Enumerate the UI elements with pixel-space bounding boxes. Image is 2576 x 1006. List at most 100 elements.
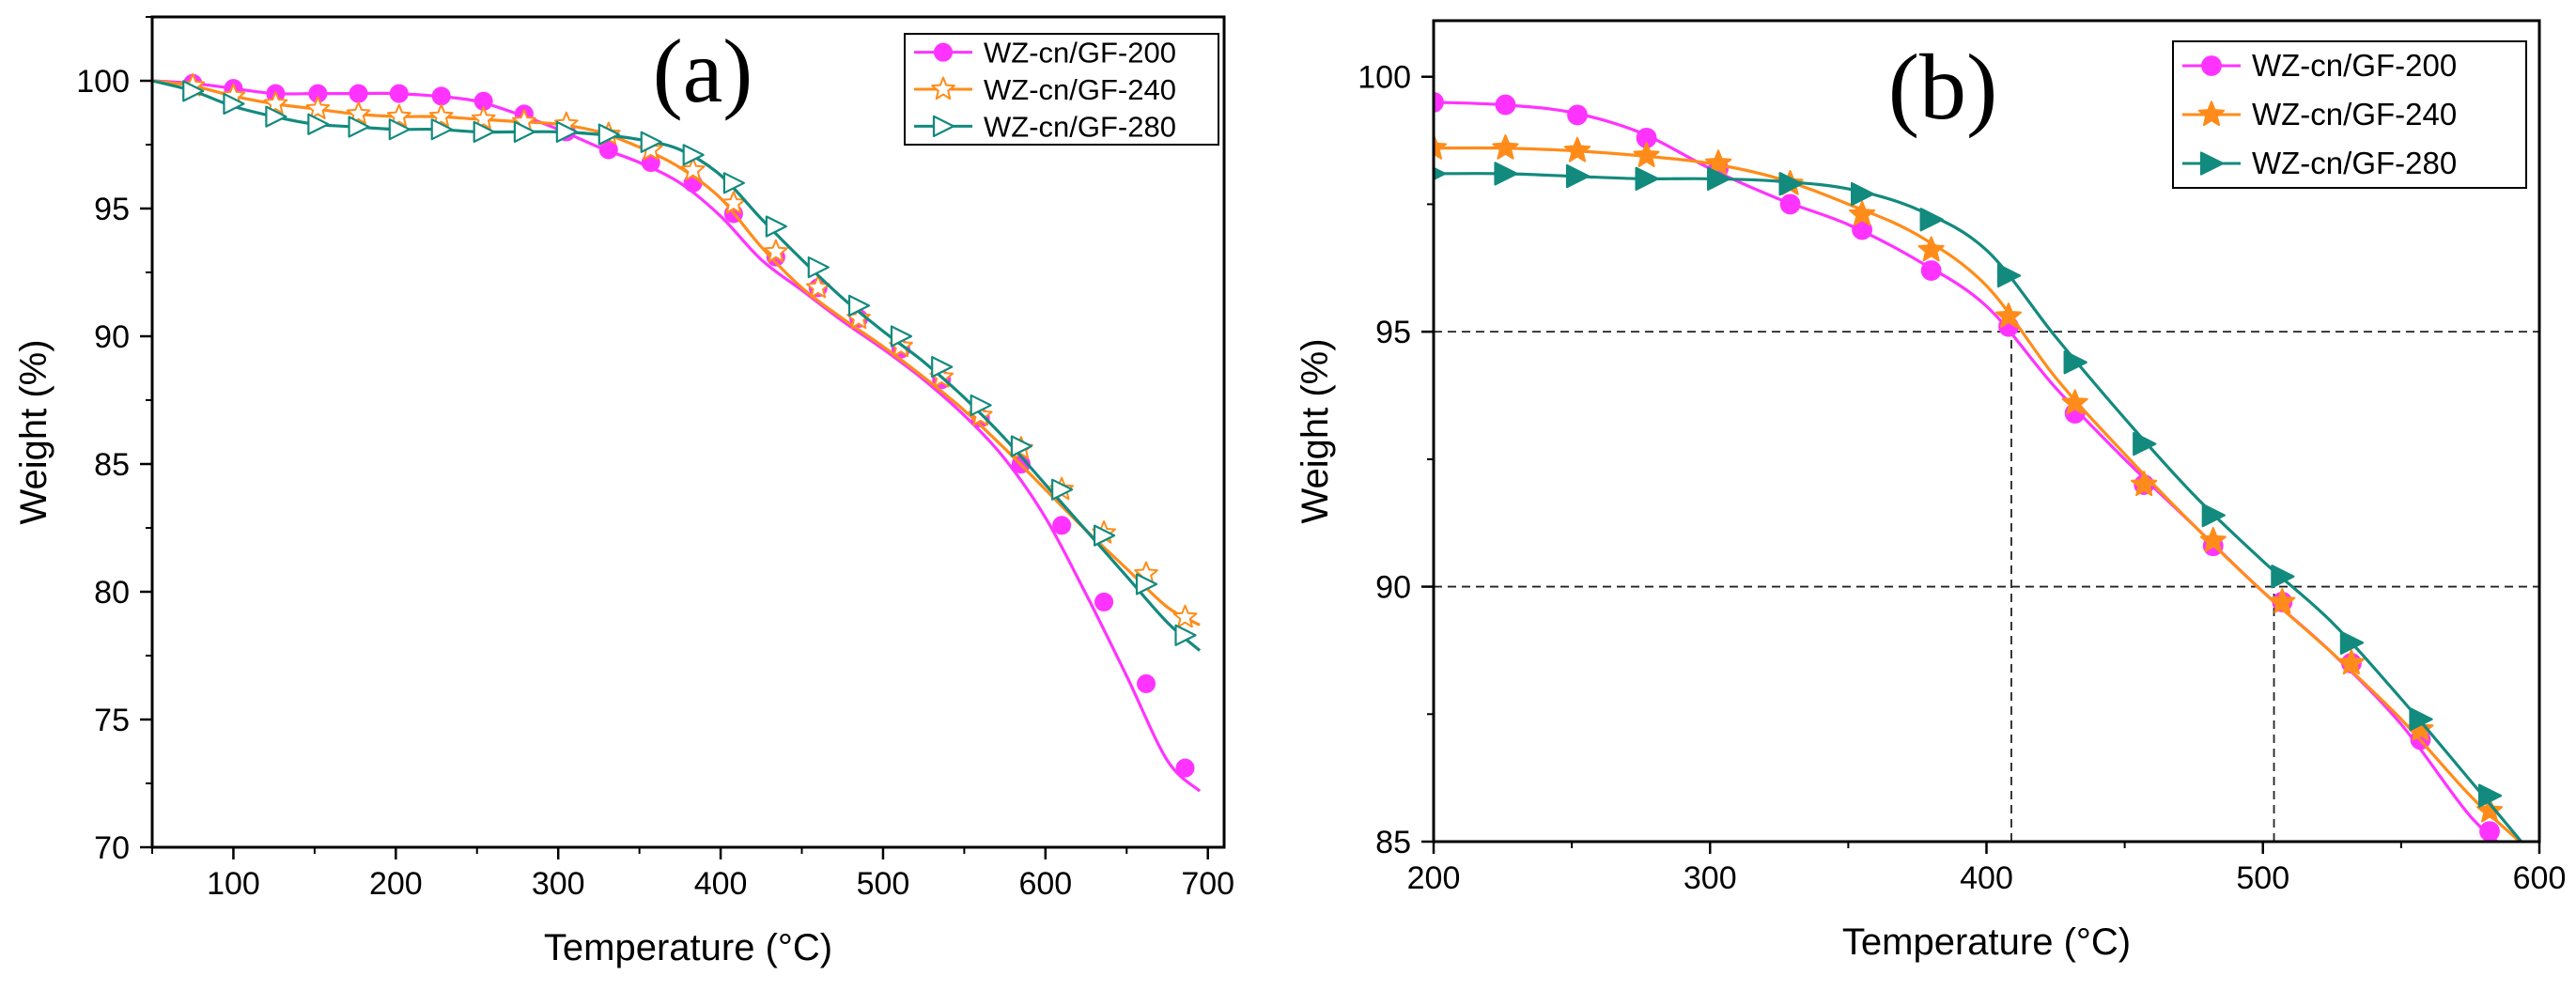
data-point <box>2339 630 2365 655</box>
legend-label: WZ-cn/GF-280 <box>984 110 1176 143</box>
series-line <box>1434 146 2522 842</box>
data-point <box>2409 707 2433 732</box>
y-tick-label: 85 <box>1375 825 1411 860</box>
data-point <box>513 120 535 143</box>
data-point <box>1996 263 2022 288</box>
y-tick-label: 100 <box>1358 60 1411 96</box>
data-point <box>1093 524 1116 547</box>
y-tick-label: 85 <box>94 447 130 483</box>
data-point <box>388 118 411 141</box>
data-point <box>847 294 871 317</box>
data-point <box>2269 588 2296 613</box>
legend-entry-1: WZ-cn/GF-200 <box>914 37 1176 70</box>
legend-label: WZ-cn/GF-240 <box>2252 97 2457 132</box>
data-point <box>265 105 287 128</box>
data-point <box>2061 389 2088 415</box>
data-point <box>1010 435 1033 457</box>
data-point <box>305 96 331 119</box>
legend-label: WZ-cn/GF-200 <box>2252 48 2457 83</box>
legend: WZ-cn/GF-200 WZ-cn/GF-240 WZ-cn/GF-280 <box>2172 40 2527 189</box>
data-point <box>680 157 706 181</box>
data-point <box>2479 821 2500 842</box>
legend-swatch-marker <box>932 115 955 137</box>
x-tick-label: 700 <box>1181 866 1234 902</box>
y-tick-label: 95 <box>1375 315 1411 350</box>
x-tick-label: 200 <box>1407 860 1461 896</box>
data-point <box>1849 200 1876 226</box>
legend-swatch-marker <box>934 42 953 62</box>
data-point <box>2271 565 2295 589</box>
x-axis-label: Temperature (°C) <box>544 927 832 968</box>
data-point <box>1850 181 1875 207</box>
y-tick-label: 100 <box>76 64 130 100</box>
data-point <box>1434 134 1448 160</box>
data-point <box>1919 208 1944 232</box>
series-2 <box>1434 134 2522 842</box>
data-point <box>1635 166 1659 191</box>
panel-label: (a) <box>653 21 753 121</box>
data-point <box>1995 302 2023 328</box>
data-point <box>2201 503 2226 528</box>
legend-label: WZ-cn/GF-240 <box>984 73 1176 106</box>
y-tick-label: 80 <box>94 575 130 611</box>
y-tick-label: 90 <box>94 319 130 355</box>
data-point <box>682 144 705 166</box>
data-point <box>2199 527 2227 552</box>
legend-swatch-marker <box>2197 101 2226 127</box>
data-point <box>2337 649 2365 675</box>
y-axis-label: Weight (%) <box>13 339 54 524</box>
y-tick-label: 75 <box>94 703 130 738</box>
data-point <box>2477 783 2503 808</box>
data-point <box>389 84 409 103</box>
data-point <box>348 116 370 138</box>
legend-entry-1: WZ-cn/GF-200 <box>2182 48 2457 83</box>
data-point <box>598 140 618 160</box>
data-point <box>1705 149 1732 176</box>
data-point <box>764 239 788 263</box>
data-point <box>1434 91 1444 113</box>
data-point <box>1495 94 1516 116</box>
data-point <box>430 118 453 141</box>
data-point <box>597 123 620 146</box>
data-point <box>223 92 245 116</box>
plot-frame <box>150 15 1226 849</box>
data-point <box>640 131 662 153</box>
series-2 <box>152 72 1201 628</box>
series-3 <box>1434 162 2523 842</box>
data-point <box>1172 604 1198 628</box>
data-point <box>1052 516 1072 535</box>
data-point <box>807 255 830 279</box>
y-tick-label: 95 <box>94 192 130 227</box>
x-tick-label: 600 <box>2513 860 2567 896</box>
x-tick-label: 600 <box>1018 866 1072 902</box>
series-1 <box>1434 91 2500 842</box>
data-point <box>1494 162 1518 186</box>
series-line <box>1434 172 2523 842</box>
data-point <box>1565 163 1591 189</box>
data-point <box>1917 236 1945 262</box>
legend-swatch-marker <box>2199 151 2225 176</box>
data-point <box>2131 471 2158 497</box>
data-point <box>722 172 746 194</box>
data-point <box>1492 134 1519 160</box>
data-point <box>1778 172 1803 196</box>
y-tick-label: 70 <box>94 830 130 866</box>
legend-entry-2: WZ-cn/GF-240 <box>2182 97 2457 132</box>
data-point <box>1920 260 1942 281</box>
data-point <box>349 84 368 103</box>
series-line <box>1434 101 2500 842</box>
data-point <box>1779 193 1801 215</box>
data-point <box>1135 573 1158 596</box>
data-point <box>1563 136 1591 163</box>
x-tick-label: 300 <box>532 866 585 902</box>
data-point <box>431 86 451 106</box>
data-point <box>182 80 205 102</box>
data-point <box>1137 673 1156 693</box>
x-tick-label: 400 <box>1960 860 2013 896</box>
data-point <box>765 215 787 238</box>
legend-swatch-marker <box>2201 55 2222 76</box>
data-point <box>1706 166 1731 191</box>
chart-panel-a: 100 200 300 400 500 600 700 70 75 80 85 90 95 100 Temp… <box>13 15 1234 968</box>
legend-entry-2: WZ-cn/GF-240 <box>914 73 1176 106</box>
